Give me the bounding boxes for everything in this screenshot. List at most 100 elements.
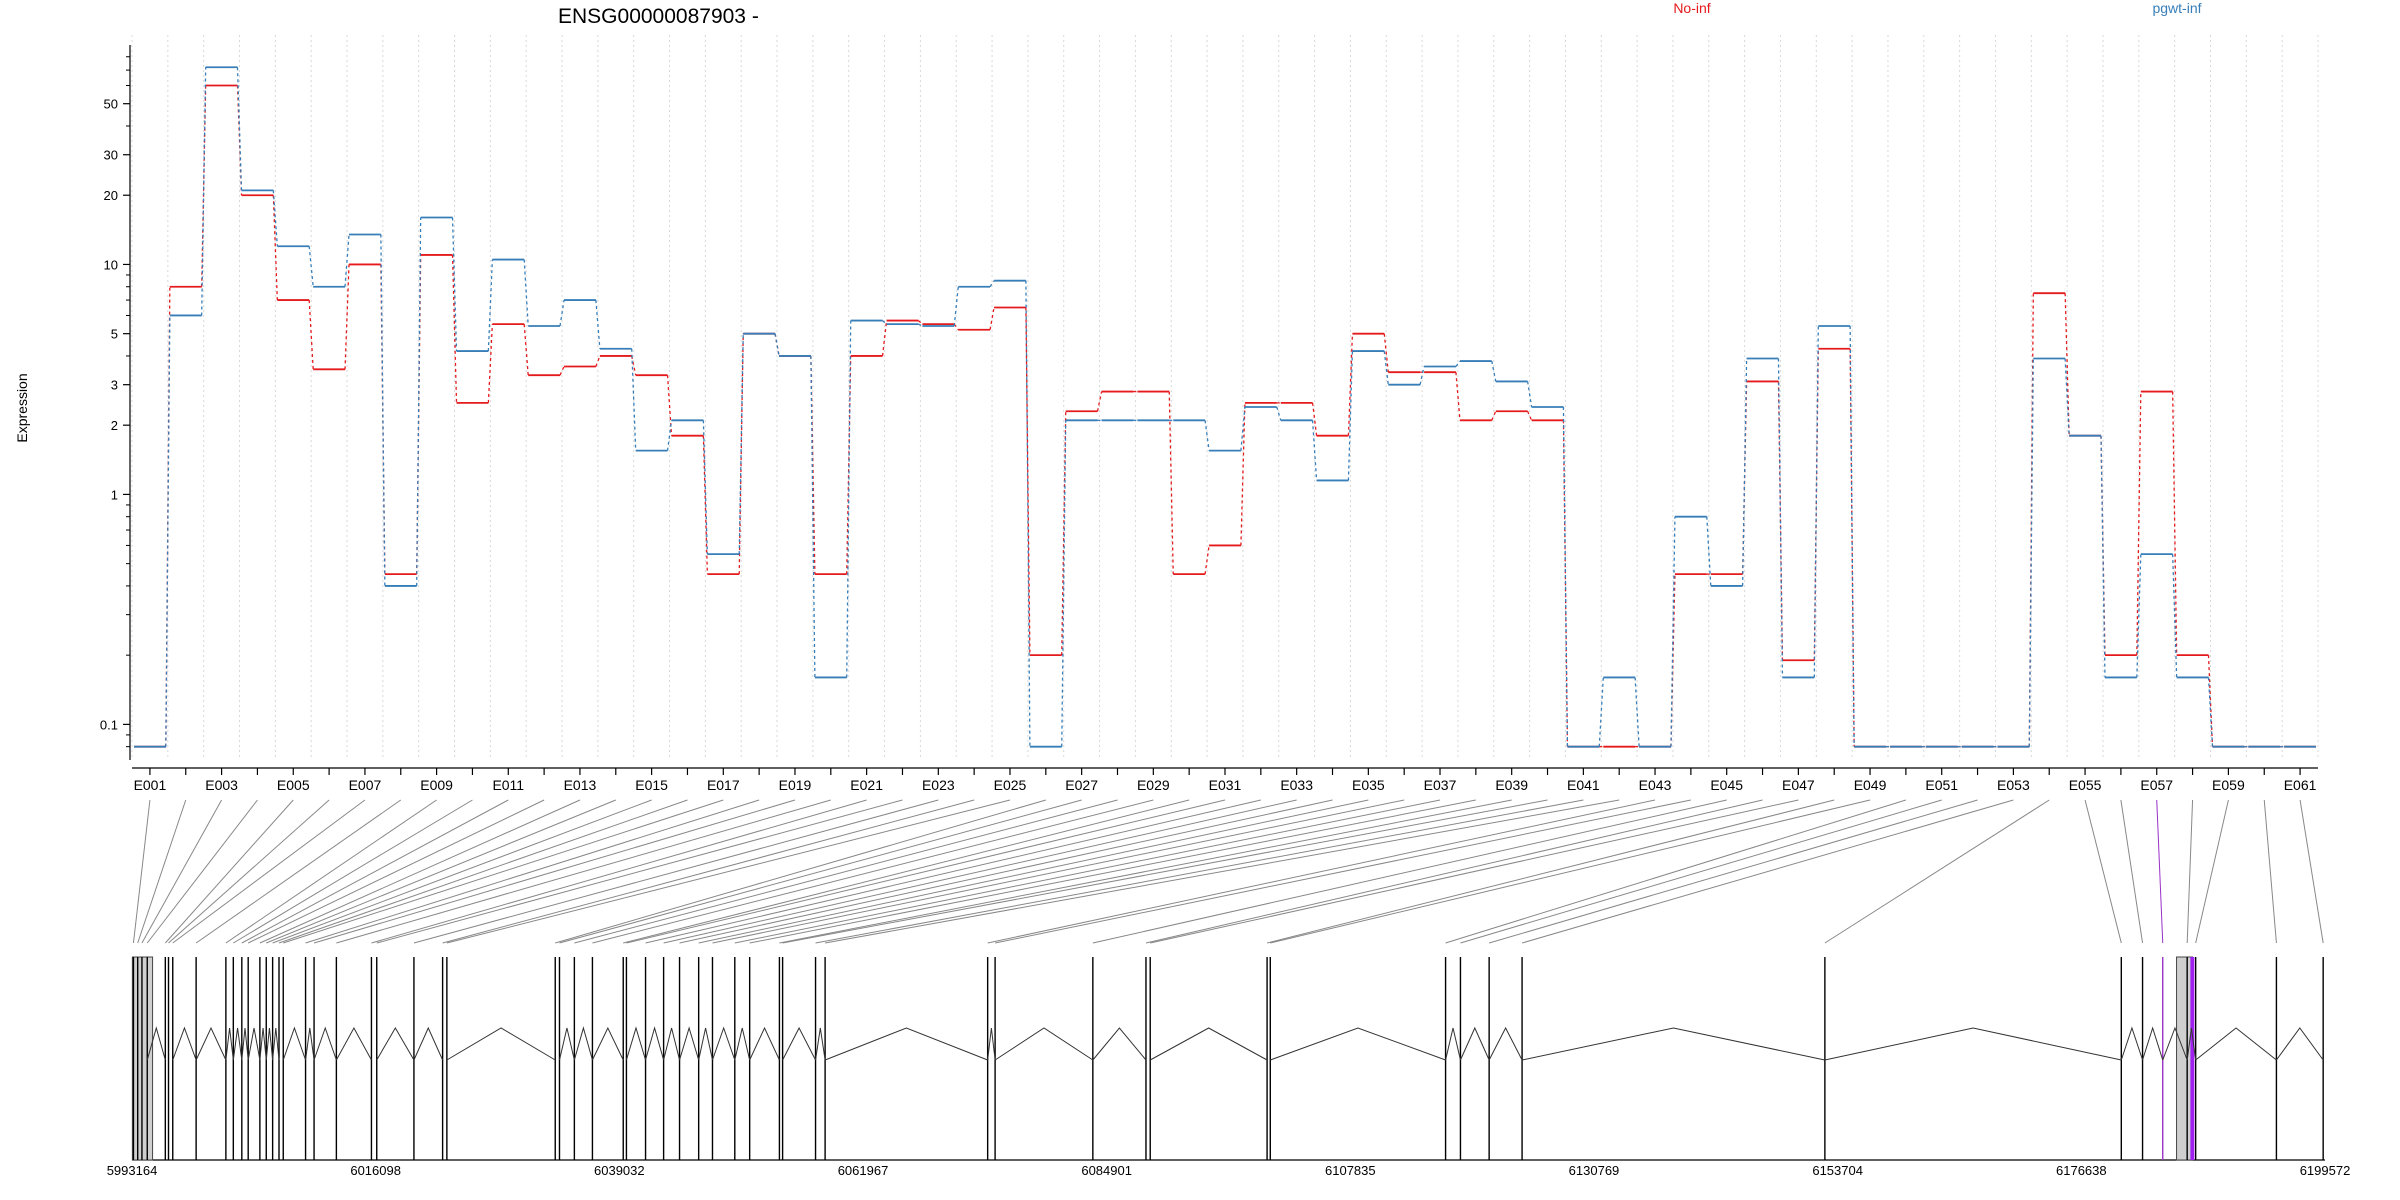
x-tick-label: E057 <box>2140 777 2173 793</box>
intron-line <box>282 1026 307 1061</box>
connector-line <box>164 799 294 944</box>
x-tick-label: E049 <box>1854 777 1887 793</box>
step-connector <box>2136 554 2142 678</box>
step-connector <box>1276 406 1282 421</box>
step-connector <box>882 320 887 325</box>
x-tick-label: E039 <box>1495 777 1528 793</box>
step-connector <box>380 234 386 586</box>
intron-line <box>1824 1027 2122 1061</box>
step-connector <box>953 286 959 327</box>
plot-area: 0.1 1 2 3 5 10 20 30 50 E001 E003 E005 E007 E009 E011 E… <box>100 35 2319 793</box>
connector-line <box>994 799 1691 944</box>
intron-line <box>1270 1027 1446 1061</box>
x-tick-label: E021 <box>850 777 883 793</box>
step-connector <box>2136 391 2142 656</box>
connector-line <box>1460 799 1942 944</box>
connector-line <box>1824 799 2050 944</box>
x-tick-label: E015 <box>635 777 668 793</box>
connector-line <box>698 799 1369 944</box>
intron-line <box>2162 1026 2188 1061</box>
step-connector <box>1562 406 1569 747</box>
x-tick-label: E013 <box>564 777 597 793</box>
gene-model: 5993164 6016098 6039032 6061967 6084901 61078… <box>107 956 2351 1178</box>
highlighted-exon <box>2190 957 2195 1160</box>
intron-line <box>247 1027 261 1061</box>
step-connector <box>989 307 995 330</box>
connector-line <box>559 799 1082 944</box>
intron-line <box>625 1026 647 1061</box>
step-connector <box>1025 307 1031 656</box>
connector-line <box>283 799 724 944</box>
step-connector <box>738 333 744 555</box>
x-tick-label: E033 <box>1280 777 1313 793</box>
coordinate-label: 6039032 <box>594 1163 645 1178</box>
connector-line <box>555 799 1046 944</box>
connector-line <box>137 799 187 944</box>
y-tick-label: 3 <box>111 378 118 393</box>
step-connector <box>2064 358 2070 436</box>
coordinate-label: 6176638 <box>2056 1163 2107 1178</box>
step-connector <box>1061 411 1067 656</box>
intron-line <box>259 1027 267 1061</box>
intron-line <box>265 1027 274 1061</box>
connector-line <box>734 799 1441 944</box>
connector-line <box>1489 799 1978 944</box>
connector-line <box>259 799 581 944</box>
step-connector <box>918 323 923 327</box>
connector-line <box>132 799 151 944</box>
step-connector <box>595 300 601 349</box>
connector-line <box>168 799 330 944</box>
step-connector <box>1455 360 1461 367</box>
step-connector <box>1527 410 1533 421</box>
intron-line <box>559 1027 575 1061</box>
step-connector <box>2100 435 2106 678</box>
connector-line <box>987 799 1656 944</box>
connector-line <box>1150 799 1799 944</box>
connector-line <box>376 799 903 944</box>
intron-line <box>146 1026 166 1061</box>
step-connector <box>1061 420 1067 747</box>
connector-line <box>626 799 1226 944</box>
step-connector <box>595 355 601 367</box>
y-tick-label: 5 <box>111 327 118 342</box>
connector-line <box>592 799 1154 944</box>
intron-line <box>712 1026 736 1061</box>
connector-line <box>749 799 1476 944</box>
step-connector <box>989 280 995 288</box>
x-tick-label: E045 <box>1710 777 1743 793</box>
intron-line <box>679 1026 700 1061</box>
x-tick-label: E011 <box>492 777 524 793</box>
coordinate-label: 6199572 <box>2300 1163 2351 1178</box>
x-tick-label: E047 <box>1782 777 1815 793</box>
intron-line <box>987 1027 996 1061</box>
x-tick-label: E043 <box>1639 777 1672 793</box>
intron-line <box>824 1027 988 1061</box>
intron-line <box>2276 1027 2324 1061</box>
connector-line <box>371 799 867 944</box>
intron-line <box>994 1027 1094 1061</box>
y-tick-label: 1 <box>111 487 118 502</box>
intron-line <box>272 1027 280 1061</box>
step-connector <box>1383 333 1389 373</box>
connector-line <box>574 799 1118 944</box>
step-connector <box>2172 391 2178 656</box>
connector-line <box>336 799 831 944</box>
step-connector <box>2172 554 2178 678</box>
x-tick-label: E025 <box>994 777 1027 793</box>
connector-line <box>663 799 1297 944</box>
intron-line <box>305 1027 315 1061</box>
y-tick-label: 0.1 <box>100 717 118 732</box>
connector-line <box>782 799 1548 944</box>
y-tick-label: 10 <box>104 257 118 272</box>
step-connector <box>1311 420 1318 481</box>
connector-line <box>225 799 437 944</box>
y-tick-label: 20 <box>104 188 118 203</box>
connector-line <box>2186 799 2194 944</box>
step-connector <box>236 67 243 191</box>
connector-line <box>2084 799 2122 944</box>
legend-label-no-inf: No-inf <box>1673 0 1710 16</box>
connector-line <box>442 799 975 944</box>
step-connector <box>1741 358 1748 586</box>
x-tick-label: E055 <box>2069 777 2102 793</box>
